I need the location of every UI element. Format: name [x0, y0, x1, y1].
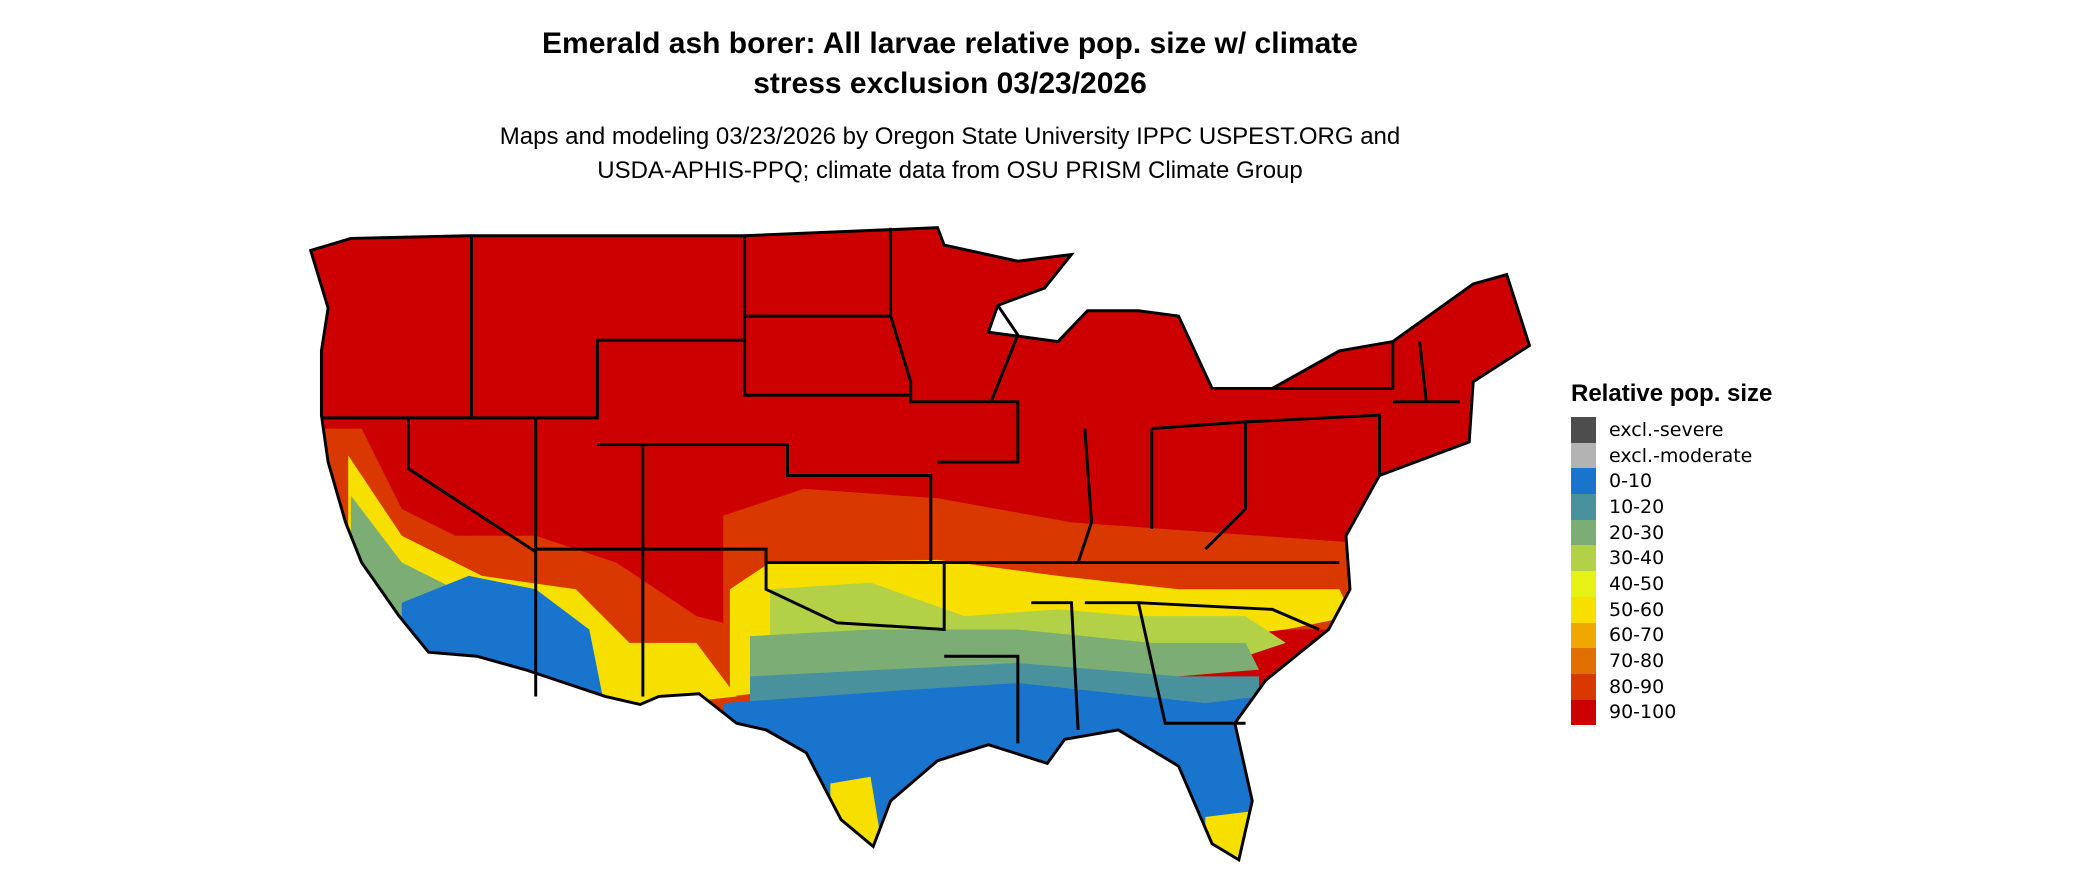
map-subtitle: Maps and modeling 03/23/2026 by Oregon S… [380, 120, 1520, 188]
legend-swatch [1571, 622, 1596, 649]
boundary-line [535, 547, 945, 564]
legend-swatch [1571, 596, 1596, 623]
boundary-line [1084, 601, 1246, 725]
legend-item: 80-90 [1571, 673, 1772, 700]
zone-0-10 [723, 683, 1259, 860]
subtitle-line-1: Maps and modeling 03/23/2026 by Oregon S… [499, 123, 1401, 150]
legend-item: 90-100 [1571, 699, 1772, 726]
boundary-line [743, 340, 911, 397]
boundary-line [407, 417, 537, 554]
legend-item: 60-70 [1571, 622, 1772, 649]
country-outline [308, 226, 1532, 863]
title-line-1: Emerald ash borer: All larvae relative p… [542, 27, 1358, 60]
boundary-line [1076, 428, 1094, 563]
boundary-line [889, 227, 1020, 464]
legend-swatch [1571, 673, 1596, 700]
boundary-line [989, 304, 1020, 403]
legend-swatch [1571, 417, 1596, 443]
legend-item: 40-50 [1571, 571, 1772, 597]
legend-item: excl.-moderate [1571, 442, 1772, 469]
legend-swatch [1571, 571, 1596, 597]
legend-label: 30-40 [1609, 547, 1665, 570]
legend-swatch [1571, 519, 1596, 546]
legend-label: 70-80 [1609, 650, 1665, 673]
boundary-line [1272, 341, 1395, 390]
legend-swatch [1571, 468, 1596, 495]
title-line-2: stress exclusion 03/23/2026 [753, 67, 1147, 100]
legend-item: 70-80 [1571, 648, 1772, 674]
legend-label: 20-30 [1609, 521, 1665, 544]
legend-label: 0-10 [1609, 470, 1653, 493]
boundary-line [1418, 341, 1428, 402]
zone-50-60-south-fl [1205, 810, 1259, 860]
boundary-line [642, 443, 933, 563]
legend-item: 0-10 [1571, 468, 1772, 495]
legend-item: 50-60 [1571, 596, 1772, 623]
legend-item: 20-30 [1571, 519, 1772, 546]
boundary-line [471, 235, 747, 420]
boundary-line [944, 654, 1020, 744]
boundary-line [1138, 601, 1320, 631]
legend-swatch [1571, 648, 1596, 674]
subtitle-line-2: USDA-APHIS-PPQ; climate data from OSU PR… [597, 157, 1303, 184]
legend-swatch [1571, 699, 1596, 726]
legend-swatch [1571, 545, 1596, 572]
legend-label: excl.-severe [1609, 418, 1724, 441]
boundary-line [597, 443, 645, 697]
legend-item: 10-20 [1571, 494, 1772, 520]
legend-label: 90-100 [1609, 701, 1677, 724]
legend-label: 50-60 [1609, 598, 1665, 621]
legend-label: 80-90 [1609, 675, 1665, 698]
legend-label: 10-20 [1609, 495, 1665, 518]
legend-swatch [1571, 442, 1596, 469]
legend-item: excl.-severe [1571, 417, 1772, 443]
legend-title: Relative pop. size [1571, 380, 1773, 407]
state-boundaries [308, 226, 1532, 863]
map-title: Emerald ash borer: All larvae relative p… [400, 24, 1500, 104]
boundary-line [1245, 413, 1381, 476]
legend-label: 40-50 [1609, 572, 1665, 595]
legend-label: excl.-moderate [1609, 444, 1753, 467]
legend-item: 30-40 [1571, 545, 1772, 572]
boundary-line [764, 562, 946, 632]
boundary-line [1151, 420, 1248, 551]
legend-swatch [1571, 494, 1596, 520]
legend: Relative pop. size excl.-severe excl.-mod… [1571, 380, 1773, 726]
legend-label: 60-70 [1609, 624, 1665, 647]
boundary-line [1031, 601, 1080, 731]
